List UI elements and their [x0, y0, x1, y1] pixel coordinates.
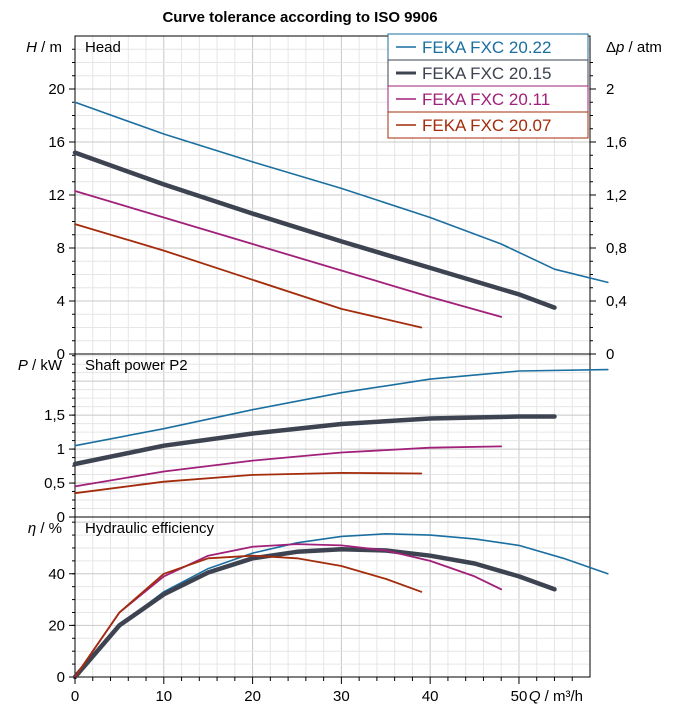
- right-tick-label: 0: [606, 346, 614, 363]
- x-axis-label: Q / m³/h: [529, 688, 583, 705]
- y-tick-label: 4: [57, 293, 65, 310]
- y-axis-label: η / %: [28, 520, 62, 537]
- y-tick-label: 0: [57, 669, 65, 686]
- right-tick-label: 2: [606, 81, 614, 98]
- y-axis-label: H / m: [26, 39, 62, 56]
- series-line-feka-fxc-20-07-hydraulic-efficiency: [74, 554, 423, 678]
- series-line-feka-fxc-20-15-head: [72, 150, 557, 310]
- series-line-feka-fxc-20-07-shaft-power-p2: [74, 471, 423, 495]
- x-tick-label: 40: [422, 688, 439, 705]
- y-tick-label: 0: [57, 509, 65, 526]
- x-tick-label: 10: [155, 688, 172, 705]
- x-tick-label: 0: [71, 688, 79, 705]
- y-axis-label: P / kW: [18, 357, 63, 374]
- series-line-feka-fxc-20-22-head: [74, 101, 609, 284]
- legend-label: FEKA FXC 20.22: [422, 38, 551, 57]
- y-tick-label: 0,5: [44, 475, 65, 492]
- right-tick-label: 1,2: [606, 187, 627, 204]
- series-line-feka-fxc-20-22-hydraulic-efficiency: [74, 532, 609, 678]
- legend-label: FEKA FXC 20.11: [422, 90, 550, 109]
- panel-title: Head: [85, 39, 121, 56]
- x-tick-label: 20: [244, 688, 261, 705]
- series-line-feka-fxc-20-11-hydraulic-efficiency: [74, 543, 503, 678]
- y-tick-label: 12: [48, 187, 65, 204]
- right-tick-label: 0,8: [606, 240, 627, 257]
- chart-title: Curve tolerance according to ISO 9906: [162, 9, 437, 26]
- y-tick-label: 8: [57, 240, 65, 257]
- series-line-feka-fxc-20-11-shaft-power-p2: [74, 445, 503, 488]
- series-line-feka-fxc-20-11-head: [74, 190, 503, 318]
- right-axis-label: Δp / atm: [606, 39, 662, 56]
- series-line-feka-fxc-20-07-head: [74, 223, 423, 329]
- x-tick-label: 50: [511, 688, 528, 705]
- y-tick-label: 40: [48, 566, 65, 583]
- x-tick-label: 30: [333, 688, 350, 705]
- y-tick-label: 1: [57, 441, 65, 458]
- panel-frame: [74, 516, 591, 678]
- y-tick-label: 20: [48, 617, 65, 634]
- right-tick-label: 0,4: [606, 293, 627, 310]
- y-tick-label: 16: [48, 134, 65, 151]
- panel-frame: [74, 353, 591, 518]
- right-tick-label: 1,6: [606, 134, 627, 151]
- y-tick-label: 0: [57, 346, 65, 363]
- y-tick-label: 1,5: [44, 407, 65, 424]
- panel-title: Hydraulic efficiency: [85, 520, 214, 537]
- panel-title: Shaft power P2: [85, 357, 188, 374]
- legend-label: FEKA FXC 20.07: [422, 116, 551, 135]
- series-line-feka-fxc-20-15-shaft-power-p2: [72, 414, 557, 467]
- legend-label: FEKA FXC 20.15: [422, 64, 551, 83]
- series-line-feka-fxc-20-22-shaft-power-p2: [74, 368, 609, 447]
- series-line-feka-fxc-20-15-hydraulic-efficiency: [72, 547, 557, 680]
- y-tick-label: 20: [48, 81, 65, 98]
- legend-item-feka-fxc-20-07: [387, 111, 589, 139]
